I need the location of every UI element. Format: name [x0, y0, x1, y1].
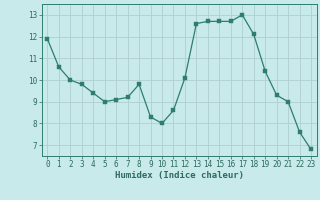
X-axis label: Humidex (Indice chaleur): Humidex (Indice chaleur)	[115, 171, 244, 180]
